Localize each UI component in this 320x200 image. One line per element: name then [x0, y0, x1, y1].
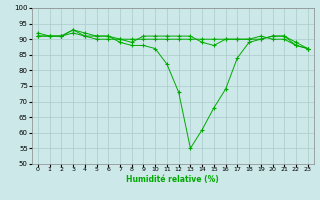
X-axis label: Humidité relative (%): Humidité relative (%): [126, 175, 219, 184]
